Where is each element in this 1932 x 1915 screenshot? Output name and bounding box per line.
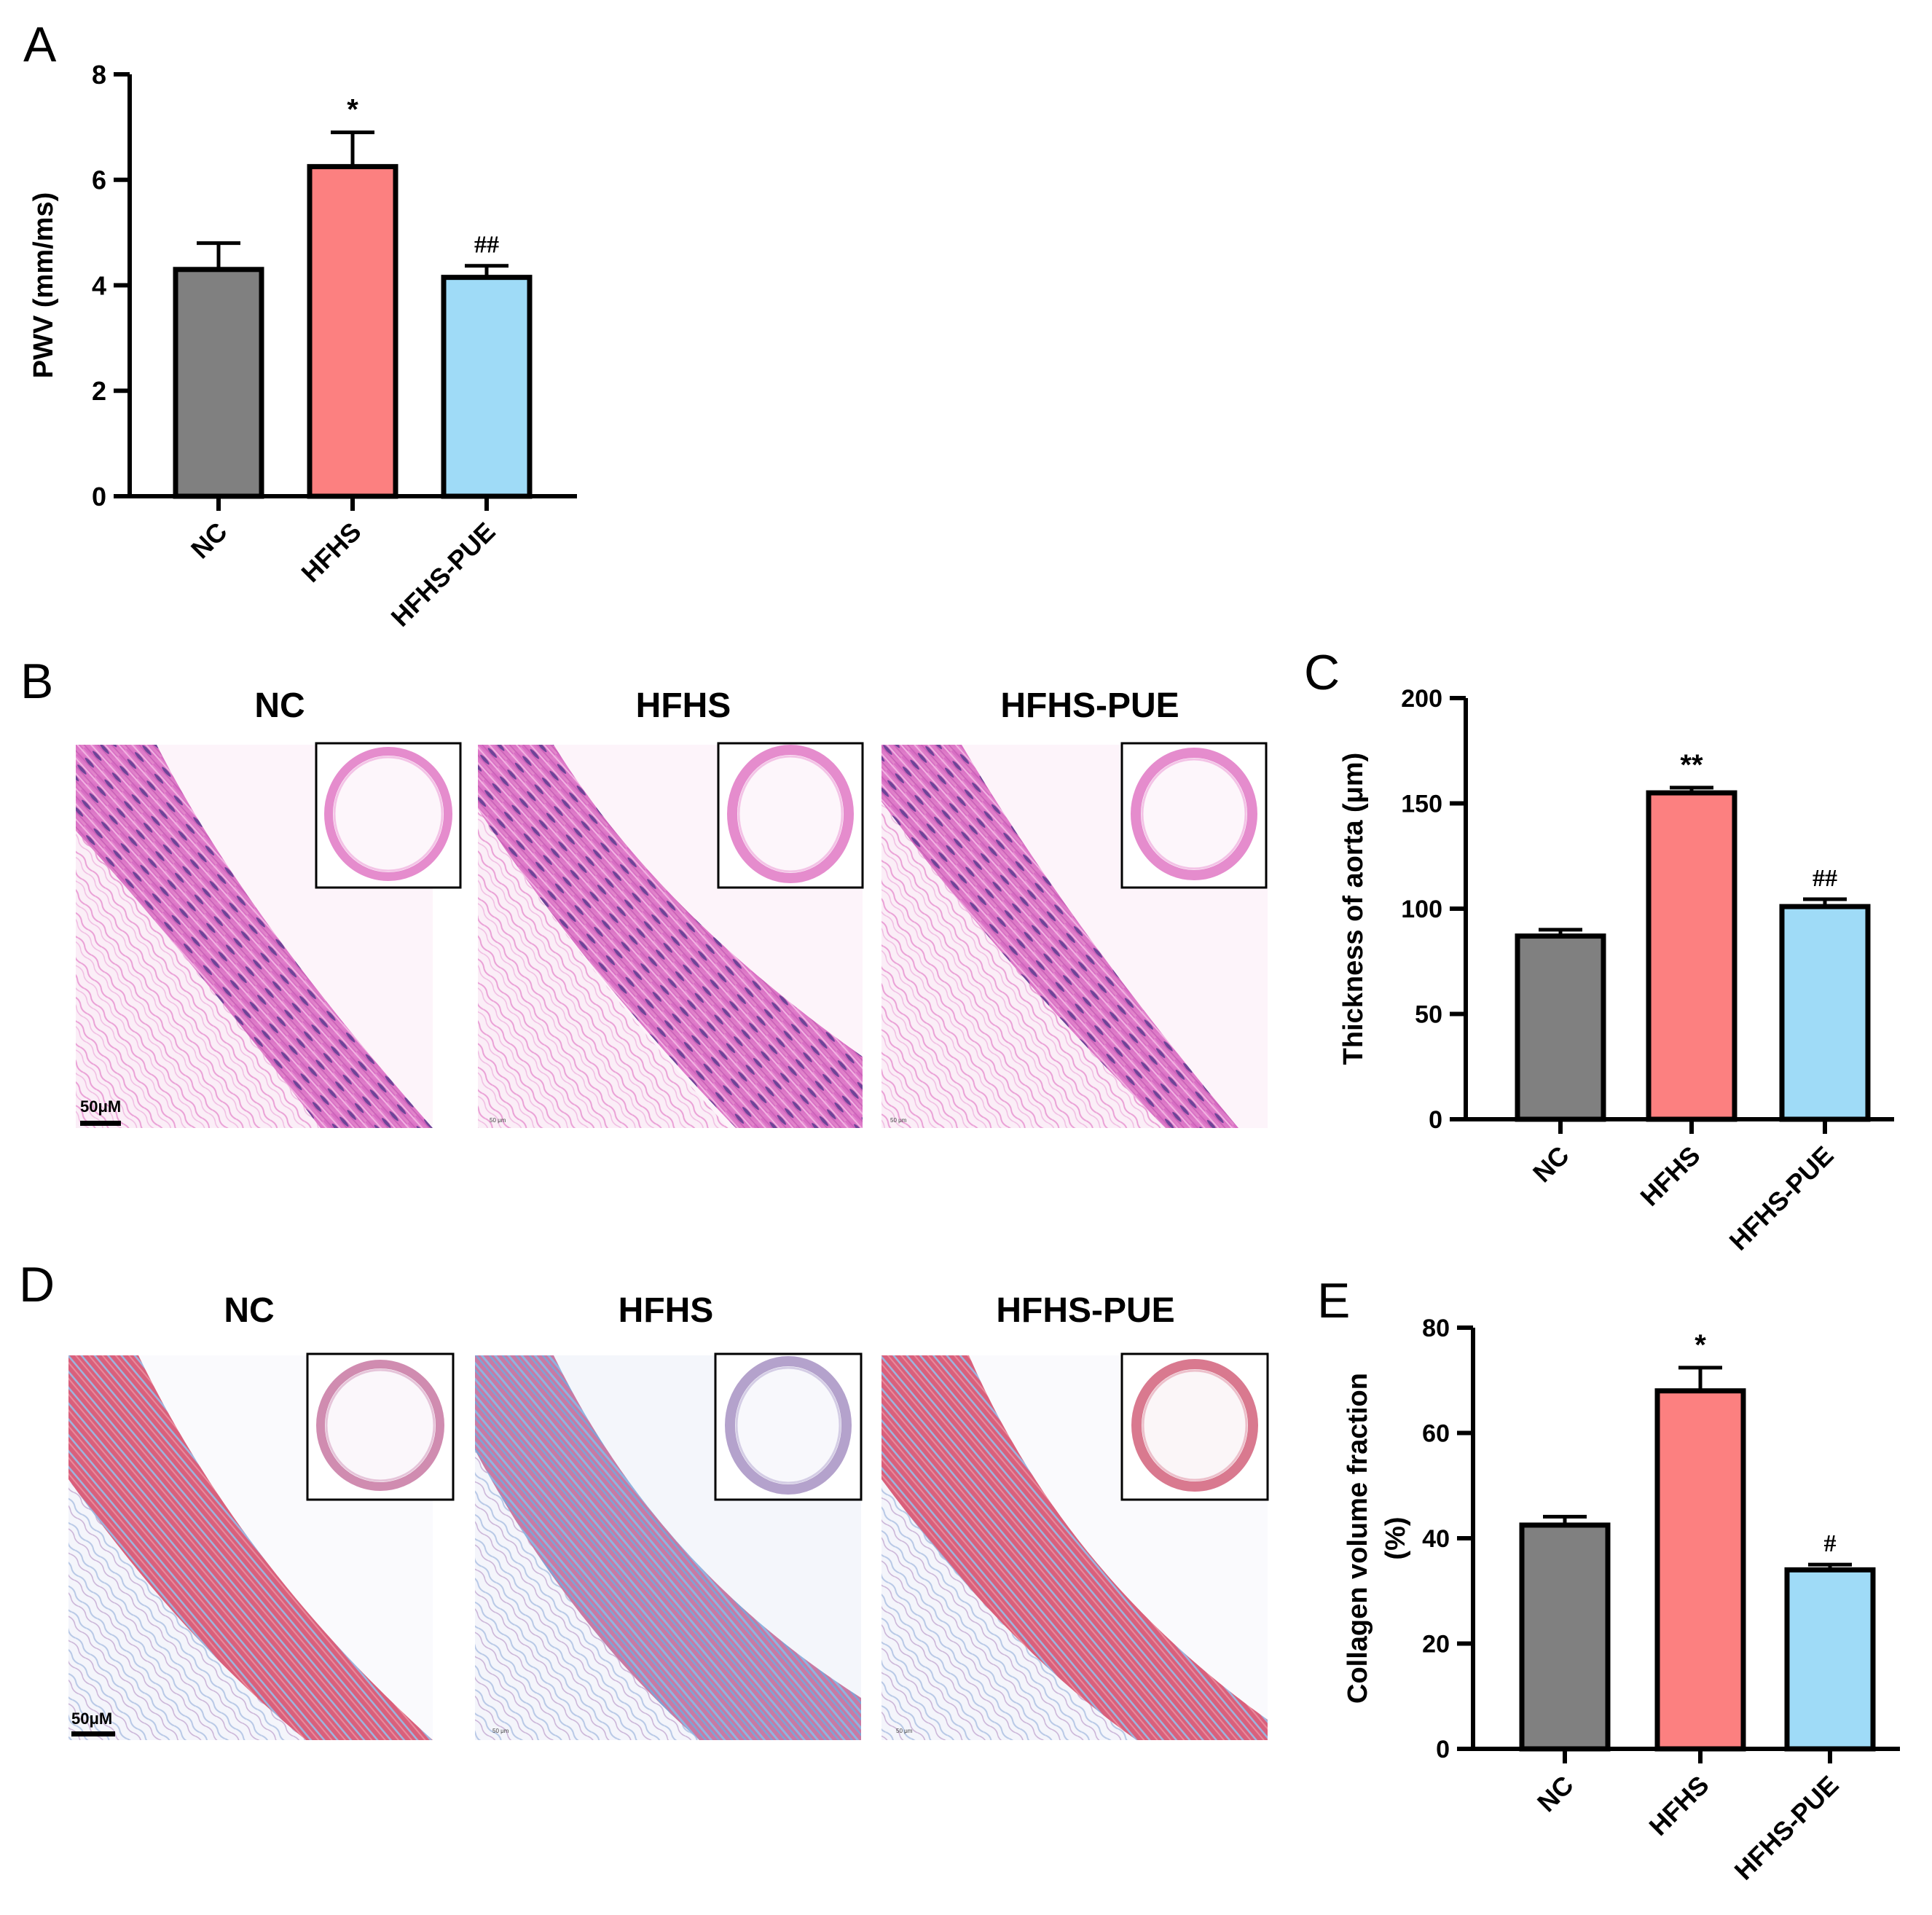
y-tick-label: 60 (1422, 1420, 1450, 1448)
bar-nc (1519, 1522, 1611, 1752)
he-image-nc: 50μM (76, 742, 462, 1128)
panel-letter-a: A (23, 17, 57, 72)
bar-hfhs-pue (1779, 904, 1871, 1122)
significance-label: # (1824, 1530, 1837, 1557)
significance-label: * (1695, 1329, 1706, 1361)
masson-image-hfhs-pue: 50 μm (881, 1352, 1269, 1740)
y-tick-label: 50 (1415, 1001, 1442, 1029)
panel-letter-d: D (19, 1257, 55, 1312)
y-tick-label: 4 (92, 270, 106, 300)
he-title-hfhs-pue: HFHS-PUE (1000, 686, 1179, 725)
masson-scale-label: 50μM (71, 1710, 112, 1728)
he-image-hfhs: 50 μm (478, 742, 864, 1128)
category-label: HFHS-PUE (1729, 1770, 1845, 1886)
y-tick-label: 80 (1422, 1315, 1450, 1342)
bar-nc (1515, 933, 1606, 1122)
masson-tiny-scale-hfhs-pue: 50 μm (896, 1728, 913, 1734)
y-axis-label: Thickness of aorta (μm) (1338, 753, 1369, 1065)
y-axis-label: PWV (mm/ms) (28, 192, 59, 378)
masson-title-hfhs: HFHS (619, 1291, 714, 1330)
masson-title-hfhs-pue: HFHS-PUE (996, 1291, 1174, 1330)
y-tick-label: 8 (92, 60, 106, 90)
category-label: NC (185, 517, 233, 565)
y-tick-label: 2 (92, 376, 106, 406)
panel-b-he-micrographs: NC HFHS HFHS-PUE 50μM 50 μm (76, 686, 1268, 1128)
he-image-hfhs-pue: 50 μm (881, 742, 1268, 1128)
significance-label: ## (1813, 865, 1837, 892)
bar-hfhs-pue (1784, 1567, 1876, 1752)
chart-e-collagen-fraction: 0 20 40 60 80 Collagen volume fraction (%) NC HF… (1343, 1315, 1900, 1886)
y-tick-label: 200 (1401, 685, 1442, 713)
category-label: NC (1531, 1770, 1579, 1818)
y-tick-label: 0 (1436, 1736, 1450, 1763)
masson-image-nc: 50μM (68, 1352, 455, 1740)
panel-d-masson-micrographs: NC HFHS HFHS-PUE 50μM 50 μm (68, 1291, 1269, 1740)
he-scale-bar (80, 1121, 121, 1126)
masson-image-hfhs: 50 μm (475, 1352, 863, 1740)
significance-label: ** (1680, 749, 1703, 781)
significance-label: ## (474, 232, 499, 259)
masson-scale-bar (71, 1731, 115, 1736)
significance-label: * (347, 94, 358, 126)
category-label: HFHS-PUE (1724, 1140, 1839, 1256)
panel-letter-b: B (20, 654, 53, 709)
panel-letter-e: E (1317, 1273, 1350, 1328)
chart-a-pwv: 0 2 4 6 8 PWV (mm/ms) NC HFHS * HFHS-PUE ## (28, 60, 577, 633)
masson-tiny-scale-hfhs: 50 μm (492, 1728, 509, 1734)
he-tiny-scale-hfhs: 50 μm (490, 1117, 506, 1124)
y-axis-label-unit: (%) (1381, 1516, 1411, 1559)
category-label: NC (1527, 1140, 1575, 1188)
he-title-nc: NC (254, 686, 305, 725)
panel-letter-c: C (1304, 645, 1340, 700)
y-axis-label: Collagen volume fraction (1343, 1373, 1373, 1704)
bar-nc (173, 267, 264, 499)
he-scale-label: 50μM (80, 1097, 121, 1116)
masson-title-nc: NC (224, 1291, 274, 1330)
category-label: HFHS (295, 517, 366, 588)
category-label: HFHS (1634, 1140, 1705, 1212)
y-tick-label: 6 (92, 165, 106, 195)
bar-hfhs-pue (441, 275, 533, 499)
bar-hfhs (1654, 1388, 1746, 1752)
category-label: HFHS (1643, 1770, 1714, 1841)
bar-hfhs (307, 164, 398, 499)
category-label: HFHS-PUE (385, 517, 501, 633)
y-tick-label: 100 (1401, 896, 1442, 923)
chart-c-aorta-thickness: 0 50 100 150 200 Thickness of aorta (μm) NC HFH… (1338, 685, 1894, 1256)
he-tiny-scale-hfhs-pue: 50 μm (890, 1117, 907, 1124)
y-tick-label: 150 (1401, 791, 1442, 818)
y-tick-label: 40 (1422, 1525, 1450, 1553)
y-tick-label: 0 (1429, 1106, 1442, 1134)
y-tick-label: 0 (92, 482, 106, 512)
y-tick-label: 20 (1422, 1631, 1450, 1659)
he-title-hfhs: HFHS (636, 686, 731, 725)
bar-hfhs (1646, 790, 1737, 1122)
